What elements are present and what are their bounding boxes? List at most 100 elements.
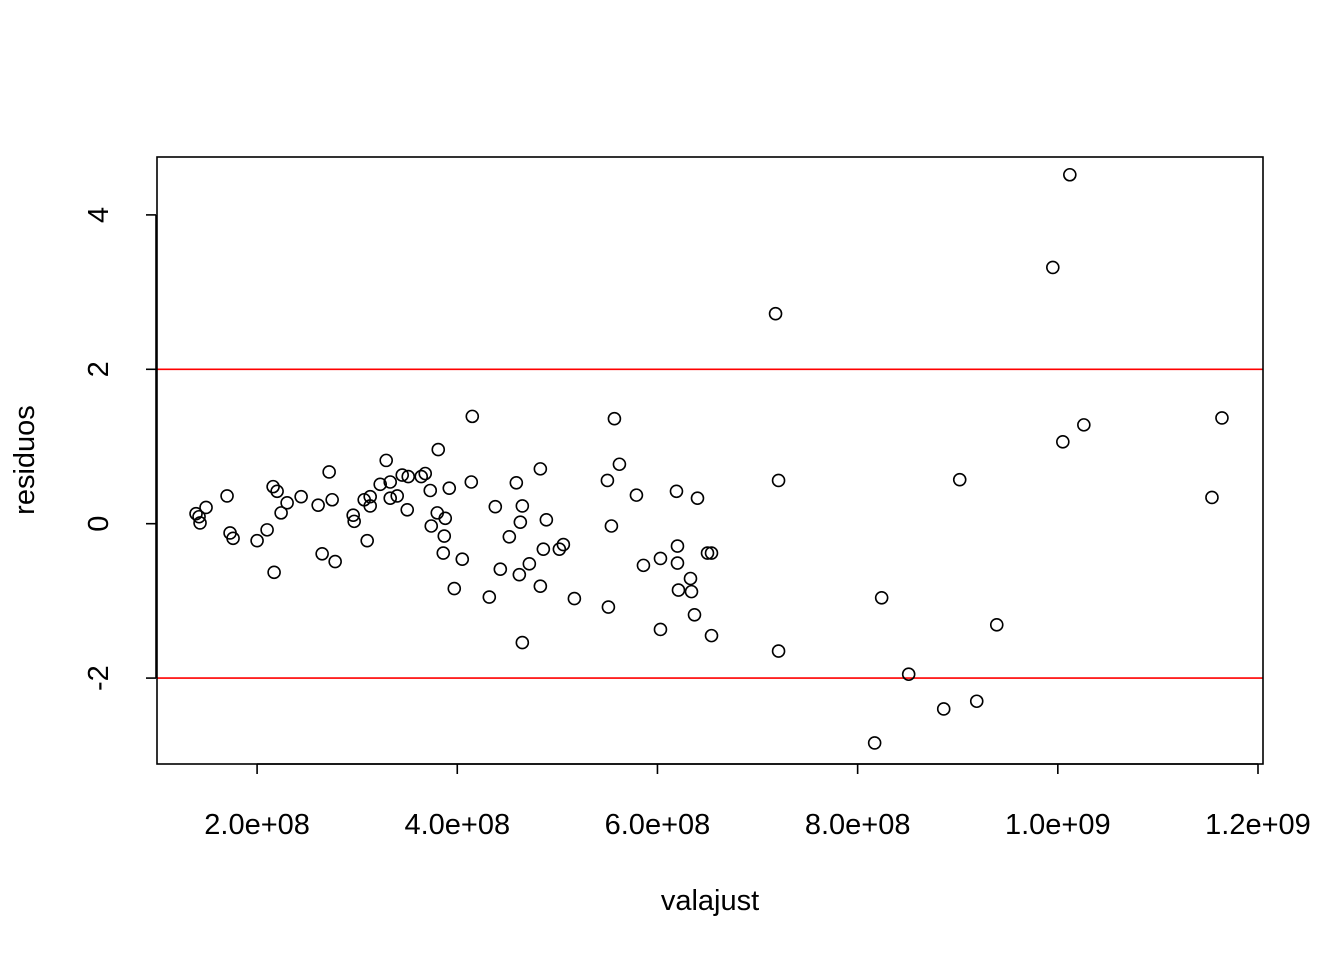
data-point [867, 736, 882, 750]
data-point [423, 483, 438, 498]
data-point [556, 537, 571, 552]
data-point [390, 489, 405, 503]
data-point [379, 453, 394, 468]
x-tick-label: 1.0e+09 [1005, 809, 1111, 841]
data-point [488, 499, 503, 514]
data-point [436, 546, 451, 560]
data-point [220, 489, 234, 503]
x-tick-label: 6.0e+08 [605, 809, 711, 841]
data-point [1077, 418, 1091, 432]
data-point [418, 466, 433, 481]
data-points [189, 167, 1229, 750]
data-point [670, 539, 685, 553]
data-point [636, 558, 651, 573]
data-point [250, 533, 264, 548]
data-point [901, 667, 916, 682]
data-point [1205, 490, 1219, 505]
data-point [629, 488, 644, 502]
data-point [363, 489, 377, 504]
data-point [267, 565, 281, 580]
data-point [522, 557, 537, 571]
data-point [360, 533, 374, 548]
data-point [533, 579, 548, 594]
data-point [690, 491, 705, 506]
y-tick-label: -2 [83, 665, 115, 691]
y-tick-label: 2 [83, 361, 115, 377]
data-point [684, 584, 699, 599]
data-point [653, 551, 668, 566]
data-point [447, 581, 462, 596]
data-point [315, 546, 329, 561]
data-point [465, 409, 480, 424]
data-point [874, 590, 889, 605]
data-point [669, 484, 684, 499]
data-point [437, 529, 452, 543]
data-point [515, 499, 530, 513]
data-point [192, 509, 206, 524]
data-point [280, 496, 294, 510]
data-point [363, 499, 377, 513]
data-point [670, 556, 685, 570]
data-point [226, 531, 240, 546]
data-point [653, 622, 668, 637]
data-point [347, 514, 361, 529]
data-point [373, 477, 388, 492]
data-point [607, 411, 622, 426]
data-point [274, 506, 288, 520]
data-point [431, 442, 446, 457]
x-tick-label: 4.0e+08 [404, 809, 510, 841]
data-point [294, 489, 308, 504]
data-point [683, 571, 698, 586]
data-point [704, 628, 719, 643]
data-point [311, 498, 325, 512]
data-point [513, 515, 528, 529]
data-point [383, 491, 398, 506]
data-point [414, 469, 429, 484]
data-point [260, 523, 274, 537]
data-point [1063, 167, 1077, 182]
data-point [325, 492, 339, 507]
data-point [266, 479, 280, 494]
data-point [604, 519, 619, 533]
data-point [1215, 411, 1229, 425]
x-tick-label: 2.0e+08 [204, 809, 310, 841]
data-point [383, 475, 398, 489]
y-axis: -2 0 2 4 [83, 207, 157, 691]
data-point [328, 554, 342, 569]
data-point [1046, 260, 1060, 275]
data-point [936, 702, 951, 716]
data-point [512, 567, 527, 582]
data-point [533, 462, 548, 476]
data-point [424, 519, 439, 533]
data-point [989, 618, 1004, 632]
data-point [671, 583, 686, 597]
reference-lines [157, 368, 1263, 679]
x-axis-title: valajust [661, 885, 759, 917]
data-point [687, 607, 702, 622]
data-point [612, 457, 627, 472]
data-point [189, 506, 203, 521]
data-point [395, 468, 410, 482]
x-tick-label: 1.2e+09 [1205, 809, 1311, 841]
data-point [400, 502, 415, 517]
data-point [455, 552, 470, 566]
data-point [438, 511, 453, 526]
data-point [464, 475, 479, 489]
data-point [771, 644, 786, 658]
y-tick-label: 4 [83, 207, 115, 223]
data-point [552, 542, 567, 556]
data-point [600, 473, 615, 488]
data-point [536, 542, 551, 556]
data-point [199, 500, 213, 515]
data-point [539, 513, 554, 527]
data-point [270, 484, 284, 499]
data-point [567, 591, 582, 606]
data-point [1056, 435, 1070, 449]
data-point [952, 472, 967, 487]
data-point [322, 465, 336, 479]
x-axis: 2.0e+08 4.0e+08 6.0e+08 8.0e+08 1.0e+09 1.2e+… [204, 763, 1311, 841]
data-point [515, 635, 530, 650]
data-point [768, 306, 783, 321]
